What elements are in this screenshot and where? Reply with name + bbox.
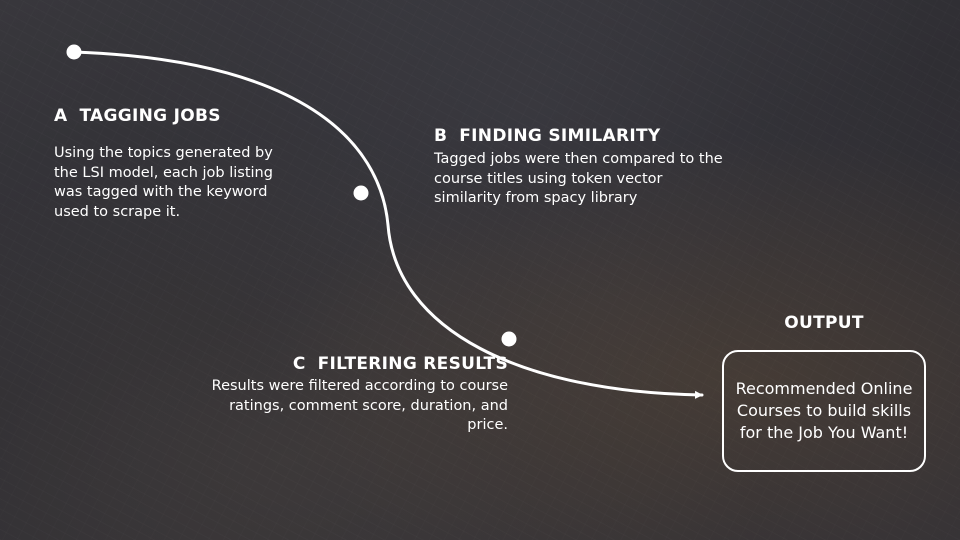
step-c-description: Results were filtered according to cours… xyxy=(211,378,508,433)
step-a-letter: A xyxy=(54,106,68,126)
step-a-description: Using the topics generated by the LSI mo… xyxy=(54,145,273,220)
step-a-title: TAGGING JOBS xyxy=(79,106,221,126)
step-c-letter: C xyxy=(292,354,306,374)
step-b-heading: B FINDING SIMILARITY xyxy=(434,126,661,146)
step-c-marker xyxy=(501,331,517,347)
step-b-marker xyxy=(353,185,369,201)
step-a-heading: A TAGGING JOBS xyxy=(54,106,221,126)
step-c-heading: C FILTERING RESULTS xyxy=(293,354,508,374)
output-text: Recommended Online Courses to build skil… xyxy=(735,379,913,442)
step-a-marker xyxy=(66,44,82,60)
step-b-title: FINDING SIMILARITY xyxy=(459,126,661,146)
output-title: OUTPUT xyxy=(784,313,864,333)
step-b-description: Tagged jobs were then compared to the co… xyxy=(434,151,723,206)
step-c-title: FILTERING RESULTS xyxy=(317,354,508,374)
output-box: Recommended Online Courses to build skil… xyxy=(722,350,926,472)
step-b-letter: B xyxy=(434,126,448,146)
flow-curve xyxy=(72,50,704,399)
